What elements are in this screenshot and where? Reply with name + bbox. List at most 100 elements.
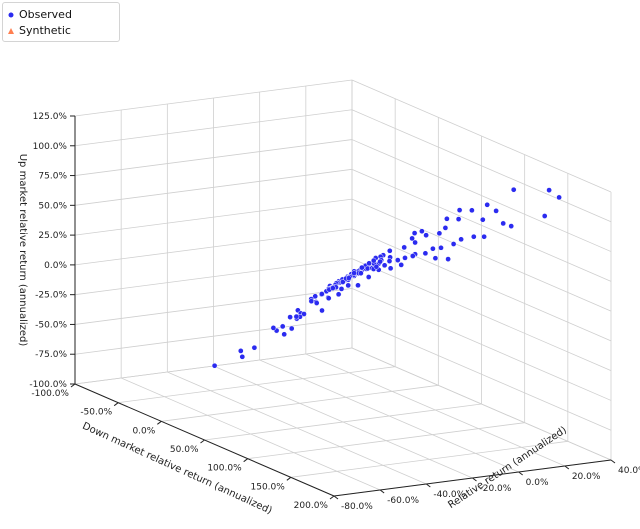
observed-point	[422, 250, 429, 257]
gridline-z-right	[351, 228, 612, 342]
observed-point	[479, 216, 486, 223]
observed-point	[458, 236, 464, 243]
observed-point	[423, 232, 429, 239]
observed-point	[313, 300, 320, 306]
observed-point	[470, 233, 477, 240]
observed-point	[432, 255, 439, 262]
gridline-z-right	[351, 198, 612, 312]
y-tick-mark	[518, 471, 523, 476]
observed-point	[556, 194, 562, 201]
observed-point	[445, 256, 451, 262]
y-tick-mark	[333, 495, 339, 500]
gridline-z-left	[74, 109, 353, 147]
observed-point	[345, 275, 352, 281]
gridline-z-right	[351, 258, 612, 372]
gridline-y-floor	[305, 353, 565, 467]
observed-point	[455, 216, 462, 222]
x-tick-mark	[329, 495, 335, 500]
x-tick-label: 150.0%	[251, 482, 286, 492]
grid-lines	[74, 79, 612, 497]
y-tick-label: -60.0%	[387, 496, 419, 506]
observed-point	[387, 265, 394, 272]
gridline-z-left	[74, 198, 353, 236]
gridline-z-left	[74, 317, 353, 355]
observed-point	[366, 260, 372, 267]
x-tick-mark	[113, 402, 119, 407]
observed-point	[239, 353, 246, 360]
y-tick-label: 20.0%	[572, 472, 601, 482]
observed-point	[430, 245, 436, 252]
axis-spines	[70, 115, 616, 500]
legend-entry-synthetic: Synthetic	[8, 24, 71, 38]
observed-point	[546, 187, 552, 193]
y-tick-label: -80.0%	[341, 502, 373, 512]
z-tick-label: 125.0%	[33, 112, 68, 122]
synthetic-marker-icon	[8, 28, 14, 34]
y-tick-label: 40.0%	[618, 466, 640, 476]
x-tick-label: 200.0%	[294, 501, 329, 511]
observed-point	[442, 225, 449, 231]
gridline-z-right	[351, 347, 612, 461]
gridline-z-left	[74, 168, 353, 206]
observed-point	[339, 279, 346, 285]
observed-point	[409, 253, 416, 259]
x-tick-label: 100.0%	[207, 464, 242, 474]
gridline-z-right	[351, 288, 612, 401]
observed-point	[251, 344, 258, 351]
observed-point	[377, 258, 383, 265]
observed-point	[381, 262, 388, 269]
y-tick-label: -40.0%	[433, 490, 465, 500]
observed-point	[419, 228, 425, 235]
observed-point	[370, 257, 377, 264]
x-tick-mark	[243, 458, 248, 463]
observed-point	[312, 293, 319, 300]
observed-point	[469, 207, 475, 214]
y-tick-mark	[426, 483, 431, 488]
x-tick-label: -100.0%	[31, 389, 69, 399]
gridline-z-right	[351, 79, 612, 193]
observed-point	[358, 270, 364, 277]
observed-point	[319, 307, 325, 314]
z-tick-label: 75.0%	[38, 172, 67, 182]
legend-label-synthetic: Synthetic	[19, 24, 71, 37]
x-tick-label: 0.0%	[132, 426, 155, 436]
observed-point	[329, 285, 336, 291]
observed-point	[373, 263, 380, 270]
z-tick-label: -100.0%	[29, 380, 67, 390]
observed-point	[359, 264, 365, 271]
legend-entry-observed: Observed	[8, 8, 72, 22]
gridline-z-left	[74, 139, 353, 176]
x-tick-label: 50.0%	[170, 445, 199, 455]
observed-marker-icon	[8, 12, 14, 18]
observed-point	[386, 258, 393, 264]
observed-point	[409, 235, 415, 242]
observed-point	[444, 215, 450, 222]
y-tick-label: -20.0%	[480, 484, 512, 494]
observed-point	[281, 331, 288, 338]
observed-point	[355, 282, 361, 289]
observed-point	[325, 295, 332, 302]
observed-point	[394, 257, 401, 263]
z-tick-label: 50.0%	[38, 201, 67, 211]
observed-point	[541, 213, 548, 219]
gridline-z-left	[74, 288, 353, 325]
observed-point	[456, 207, 463, 213]
observed-point	[211, 362, 218, 369]
observed-point	[308, 298, 315, 305]
gridline-y-floor	[167, 371, 427, 485]
gridline-z-right	[351, 317, 612, 431]
observed-point	[237, 348, 244, 354]
y-tick-mark	[379, 489, 385, 494]
gridline-z-right	[351, 139, 612, 252]
y-tick-mark	[564, 465, 570, 470]
observed-point	[293, 313, 300, 320]
observed-point	[493, 208, 499, 214]
data-points	[211, 186, 562, 369]
observed-point	[386, 247, 393, 254]
observed-point	[438, 244, 444, 251]
observed-point	[500, 220, 507, 227]
y-tick-mark	[610, 459, 616, 464]
observed-point	[270, 325, 277, 331]
observed-point	[508, 223, 515, 229]
